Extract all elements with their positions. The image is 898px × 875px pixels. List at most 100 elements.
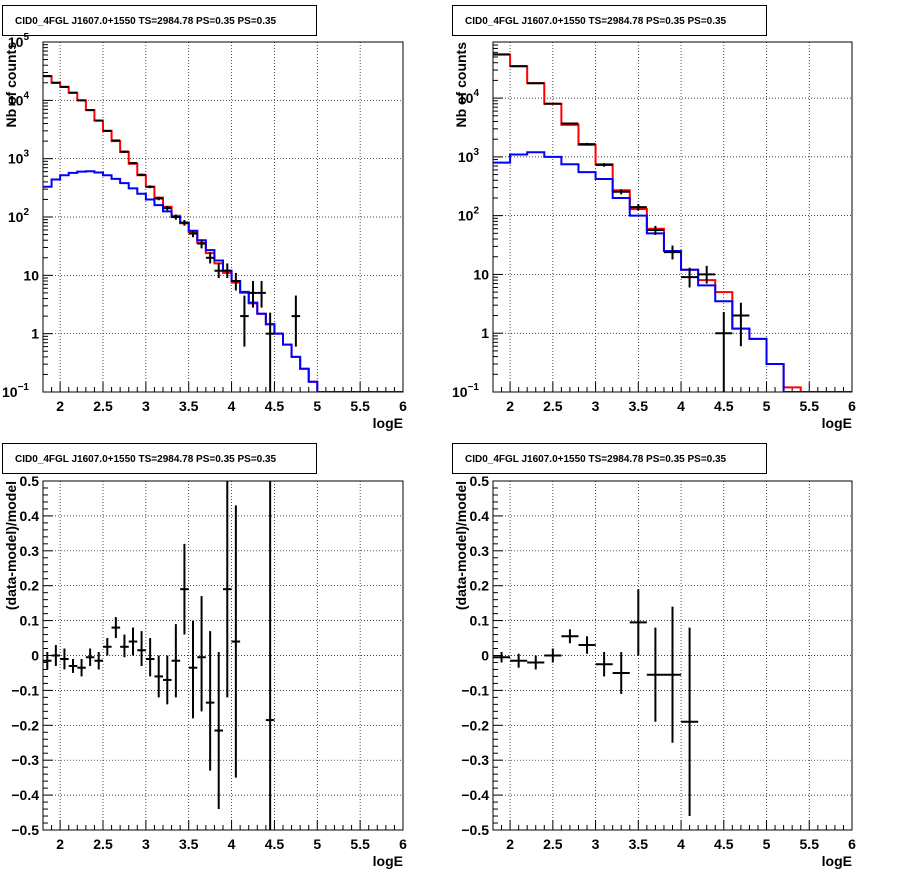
panel-0-data-point-6: [94, 119, 103, 122]
panel-0-data-point-27: [291, 295, 301, 347]
panel-2-data-point-5: [85, 648, 95, 666]
ytick-exponent: 3: [23, 149, 29, 160]
panel-1-xtick-label-8: 6: [848, 398, 856, 414]
panel-1-ytick-label-4: 103: [458, 147, 480, 165]
panel-2-data-point-13: [154, 655, 163, 698]
panel-2-data-point-12: [145, 638, 155, 677]
ytick-base: 10: [2, 384, 18, 400]
panel-1-ytick-label-2: 10: [473, 266, 489, 282]
panel-0-data-point-5: [85, 109, 95, 112]
panel-1-data-point-10: [663, 245, 682, 260]
panel-0: CID0_4FGL J1607.0+1550 TS=2984.78 PS=0.3…: [2, 5, 407, 431]
panel-2-xtick-label-3: 3.5: [179, 836, 199, 852]
panel-0-title: CID0_4FGL J1607.0+1550 TS=2984.78 PS=0.3…: [15, 16, 277, 27]
panel-2-data-point-15: [171, 624, 181, 698]
ytick-base: 0.5: [470, 473, 490, 489]
ytick-base: 0.1: [470, 613, 490, 629]
panel-3-data-point-4: [561, 629, 579, 644]
panel-0-data-point-18: [197, 239, 206, 249]
panel-2-ytick-label-2: −0.3: [11, 752, 39, 768]
ytick-exponent: −1: [18, 382, 30, 393]
ytick-base: 0.2: [470, 578, 490, 594]
panel-3-title: CID0_4FGL J1607.0+1550 TS=2984.78 PS=0.3…: [465, 454, 727, 465]
panel-0-data-point-14: [163, 206, 172, 211]
panel-0-data-point-21: [223, 263, 232, 279]
ytick-base: 0: [481, 648, 489, 664]
panel-3-data-point-0: [493, 652, 511, 663]
panel-3-data-point-9: [646, 627, 664, 722]
panel-2-ytick-label-10: 0.5: [20, 473, 40, 489]
ytick-base: −0.2: [461, 717, 489, 733]
panel-1-data-point-14: [732, 302, 750, 347]
panel-0-xtick-label-8: 6: [399, 398, 407, 414]
panel-2-xtick-label-4: 4: [228, 836, 236, 852]
ytick-base: 10: [8, 209, 24, 225]
panel-0-xtick-label-3: 3.5: [179, 398, 199, 414]
panel-2-data-point-10: [128, 627, 138, 656]
panel-0-data-point-9: [120, 150, 129, 153]
panel-2-data-point-3: [68, 658, 78, 673]
ytick-base: 10: [473, 266, 489, 282]
panel-3-ytick-label-4: −0.1: [461, 682, 489, 698]
panel-0-data-point-4: [77, 99, 86, 102]
panel-3-ytick-label-2: −0.3: [461, 752, 489, 768]
ytick-base: −0.1: [461, 682, 489, 698]
panel-0-data-point-1: [51, 81, 61, 84]
panel-3-xtick-label-4: 4: [677, 836, 685, 852]
ytick-base: 0: [31, 648, 39, 664]
panel-2-plot-area: [43, 481, 275, 830]
panel-2-data-point-18: [197, 596, 206, 712]
panel-2-data-point-17: [188, 620, 198, 719]
panel-2-data-point-4: [77, 658, 86, 677]
ytick-exponent: −1: [468, 382, 480, 393]
ytick-base: 1: [481, 325, 489, 341]
panel-2-data-point-0: [43, 652, 52, 670]
panel-1-ylabel: Nb of counts: [453, 42, 469, 128]
ytick-base: −0.4: [11, 787, 39, 803]
ytick-exponent: 2: [23, 207, 29, 218]
ytick-base: 0.3: [470, 543, 490, 559]
panel-3-plot-area: [493, 589, 699, 817]
ytick-exponent: 4: [473, 88, 479, 99]
panel-1-xtick-label-0: 2: [506, 398, 514, 414]
panel-3-title-box: [452, 443, 767, 474]
panel-2-data-point-2: [60, 648, 69, 670]
panel-2-data-point-14: [163, 655, 172, 705]
panel-3-ytick-label-0: −0.5: [461, 822, 489, 838]
panel-3-xtick-label-6: 5: [763, 836, 771, 852]
ytick-base: −0.5: [461, 822, 489, 838]
panel-0-series-0-hist: [43, 75, 403, 392]
panel-3-data-point-6: [595, 652, 613, 677]
panel-2-ytick-label-9: 0.4: [20, 508, 40, 524]
panel-1-xlabel: logE: [822, 415, 852, 431]
panel-1-data-point-1: [510, 65, 528, 68]
panel-1-data-point-3: [544, 102, 562, 105]
panel-3-ytick-label-8: 0.3: [470, 543, 490, 559]
panel-3-ytick-label-5: 0: [481, 648, 489, 664]
panel-1-title-box: [452, 5, 767, 36]
panel-0-ytick-label-4: 103: [8, 149, 30, 167]
panel-3-xtick-label-3: 3.5: [629, 836, 649, 852]
panel-0-xtick-label-1: 2.5: [93, 398, 113, 414]
panel-0-xlabel: logE: [373, 415, 403, 431]
panel-0-data-point-12: [145, 185, 155, 189]
panel-3-ylabel: (data-model)/model: [453, 481, 469, 610]
panel-0-data-point-8: [111, 139, 121, 142]
panel-1-xtick-label-5: 4.5: [714, 398, 734, 414]
panel-0-data-point-7: [103, 129, 112, 132]
panel-0-data-point-2: [60, 85, 69, 88]
panel-0-plot-area: [43, 75, 403, 392]
panel-0-data-point-10: [128, 162, 138, 165]
panel-3-ytick-label-10: 0.5: [470, 473, 490, 489]
panel-2-data-point-22: [231, 505, 241, 778]
panel-1-data-point-6: [595, 163, 613, 167]
panel-3-data-point-11: [681, 627, 699, 817]
panel-3-data-point-1: [510, 653, 528, 668]
ytick-base: 10: [458, 208, 474, 224]
panel-2-data-point-21: [223, 481, 232, 698]
panel-1: CID0_4FGL J1607.0+1550 TS=2984.78 PS=0.3…: [452, 5, 856, 431]
ytick-base: 0.4: [20, 508, 40, 524]
panel-3-ytick-label-1: −0.4: [461, 787, 489, 803]
ytick-base: 0.5: [20, 473, 40, 489]
